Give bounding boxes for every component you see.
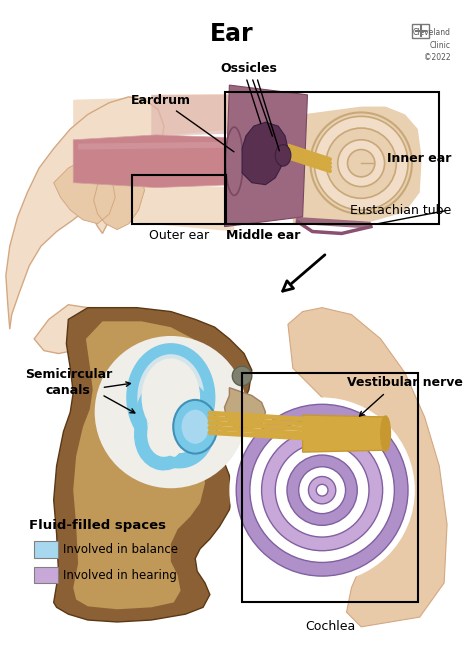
Polygon shape xyxy=(78,142,232,150)
Polygon shape xyxy=(225,85,308,227)
Ellipse shape xyxy=(299,467,346,514)
Text: Vestibular nerve: Vestibular nerve xyxy=(347,377,463,389)
Polygon shape xyxy=(225,388,265,429)
Polygon shape xyxy=(6,97,164,329)
Ellipse shape xyxy=(287,455,357,525)
Text: Inner ear: Inner ear xyxy=(387,152,451,165)
Ellipse shape xyxy=(250,418,394,563)
Bar xyxy=(242,373,418,603)
Polygon shape xyxy=(302,415,385,452)
Text: Cleveland
Clinic
©2022: Cleveland Clinic ©2022 xyxy=(413,29,451,62)
Text: Ear: Ear xyxy=(210,21,253,45)
Polygon shape xyxy=(34,304,93,353)
Circle shape xyxy=(314,116,408,210)
Polygon shape xyxy=(73,178,234,231)
Circle shape xyxy=(347,150,375,177)
Bar xyxy=(225,92,439,223)
Polygon shape xyxy=(288,308,447,627)
Ellipse shape xyxy=(182,409,209,444)
Polygon shape xyxy=(73,321,213,609)
Polygon shape xyxy=(54,153,145,229)
Ellipse shape xyxy=(236,404,408,576)
Text: Outer ear: Outer ear xyxy=(148,229,209,242)
Polygon shape xyxy=(151,93,302,102)
Text: Middle ear: Middle ear xyxy=(227,229,301,242)
Polygon shape xyxy=(73,135,234,187)
Ellipse shape xyxy=(142,359,200,436)
Circle shape xyxy=(95,336,247,488)
Polygon shape xyxy=(151,95,302,136)
Polygon shape xyxy=(242,122,288,185)
FancyBboxPatch shape xyxy=(34,541,58,558)
Text: Ossicles: Ossicles xyxy=(220,62,277,76)
Text: Semicircular
canals: Semicircular canals xyxy=(25,369,112,397)
Text: Involved in balance: Involved in balance xyxy=(64,543,178,556)
Ellipse shape xyxy=(229,397,415,583)
Bar xyxy=(132,175,227,223)
Ellipse shape xyxy=(275,145,291,166)
Polygon shape xyxy=(54,308,252,622)
Ellipse shape xyxy=(226,127,243,195)
Ellipse shape xyxy=(316,484,328,496)
Ellipse shape xyxy=(262,429,383,551)
Text: Involved in hearing: Involved in hearing xyxy=(64,569,177,581)
Text: Eardrum: Eardrum xyxy=(131,94,234,152)
Text: Eustachian tube: Eustachian tube xyxy=(350,203,451,217)
Text: Cochlea: Cochlea xyxy=(305,620,355,633)
Circle shape xyxy=(326,128,396,198)
Text: Fluid-filled spaces: Fluid-filled spaces xyxy=(29,519,166,532)
Ellipse shape xyxy=(275,444,369,537)
FancyBboxPatch shape xyxy=(34,567,58,583)
Polygon shape xyxy=(73,95,234,144)
Ellipse shape xyxy=(381,416,391,451)
Polygon shape xyxy=(296,217,371,229)
Polygon shape xyxy=(293,106,422,223)
Circle shape xyxy=(338,140,384,187)
Circle shape xyxy=(232,366,252,386)
Ellipse shape xyxy=(147,407,185,457)
Ellipse shape xyxy=(309,476,336,504)
Ellipse shape xyxy=(173,400,217,454)
Bar xyxy=(412,23,429,38)
Ellipse shape xyxy=(134,351,208,444)
Ellipse shape xyxy=(151,391,201,453)
Circle shape xyxy=(310,112,412,214)
